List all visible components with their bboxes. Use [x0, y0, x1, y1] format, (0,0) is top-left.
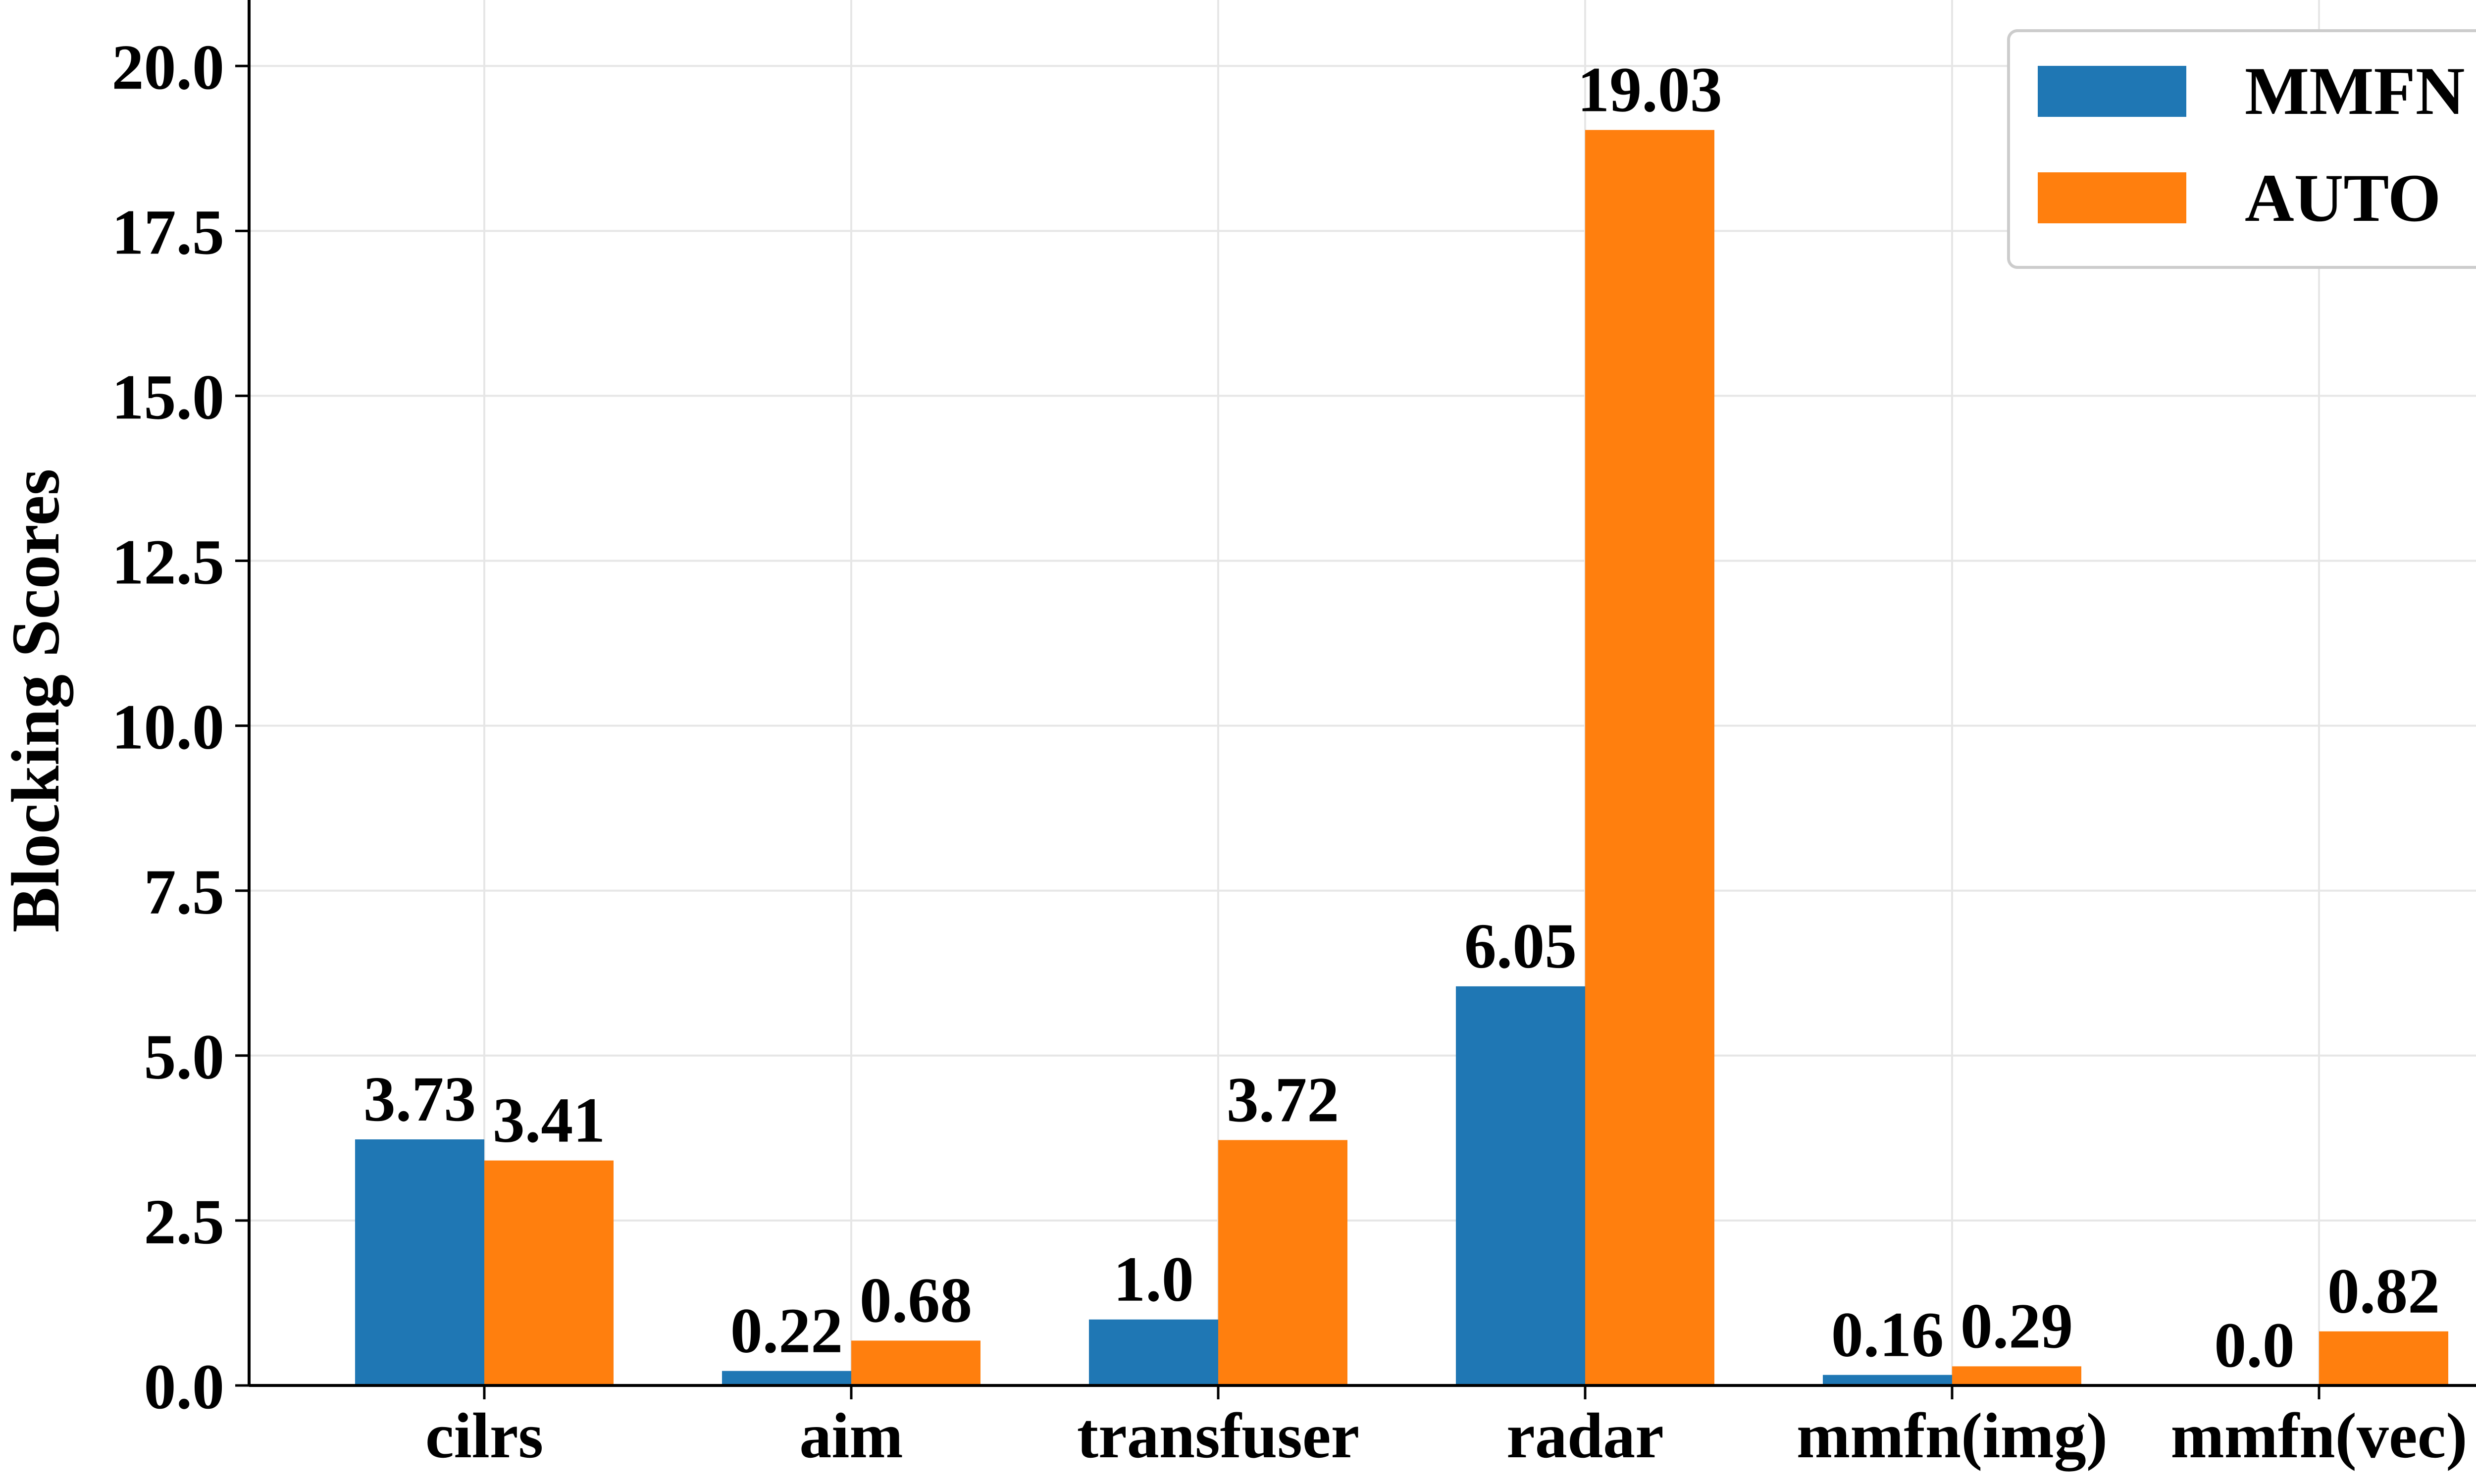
data-label-mmfn: 6.05 [1464, 911, 1577, 982]
legend-swatch-auto [2038, 172, 2186, 223]
data-label-auto: 0.82 [2327, 1256, 2440, 1327]
legend-label-mmfn: MMFN [2245, 53, 2465, 129]
bar-mmfn [1823, 1375, 1952, 1385]
y-axis-label: Blocking Scores [0, 469, 73, 933]
y-tick-label: 0.0 [144, 1351, 225, 1423]
legend: MMFN AUTO [2009, 31, 2476, 267]
bar-auto [484, 1161, 614, 1385]
y-tick-label: 17.5 [112, 197, 225, 268]
data-label-mmfn: 1.0 [1113, 1244, 1194, 1315]
x-tick-label: mmfn(img) [1797, 1400, 2108, 1472]
bar-auto [2319, 1331, 2448, 1385]
data-label-auto: 3.72 [1227, 1064, 1340, 1135]
bar-auto [1585, 130, 1714, 1385]
x-tick-label: aim [799, 1400, 903, 1472]
data-label-auto: 3.41 [493, 1085, 606, 1156]
y-tick-label: 2.5 [144, 1186, 225, 1258]
bar-auto [1952, 1366, 2081, 1385]
bar-auto [851, 1340, 980, 1385]
x-tick-label: mmfn(vec) [2170, 1400, 2467, 1472]
y-tick-label: 7.5 [144, 857, 225, 928]
bar-mmfn [722, 1371, 851, 1385]
bar-auto [1218, 1140, 1347, 1385]
data-label-auto: 19.03 [1577, 54, 1722, 125]
data-label-mmfn: 0.0 [2214, 1310, 2295, 1381]
bar-mmfn [1456, 986, 1585, 1385]
bar-mmfn [1089, 1320, 1218, 1385]
legend-label-auto: AUTO [2245, 160, 2441, 236]
data-label-auto: 0.68 [860, 1265, 973, 1336]
y-tick-label: 20.0 [112, 32, 225, 103]
data-label-mmfn: 0.22 [730, 1295, 843, 1367]
data-label-mmfn: 3.73 [363, 1064, 476, 1135]
bars [355, 130, 2448, 1385]
x-tick-label: transfuser [1077, 1400, 1359, 1472]
legend-swatch-mmfn [2038, 66, 2186, 117]
y-tick-label: 12.5 [112, 527, 225, 598]
bar-mmfn [355, 1139, 484, 1385]
data-label-mmfn: 0.16 [1831, 1299, 1944, 1371]
x-tick-label: cilrs [425, 1400, 543, 1472]
y-tick-label: 15.0 [112, 361, 225, 433]
data-label-auto: 0.29 [1960, 1290, 2073, 1362]
y-tick-label: 10.0 [112, 692, 225, 763]
x-tick-label: radar [1506, 1400, 1664, 1472]
y-tick-label: 5.0 [144, 1022, 225, 1093]
